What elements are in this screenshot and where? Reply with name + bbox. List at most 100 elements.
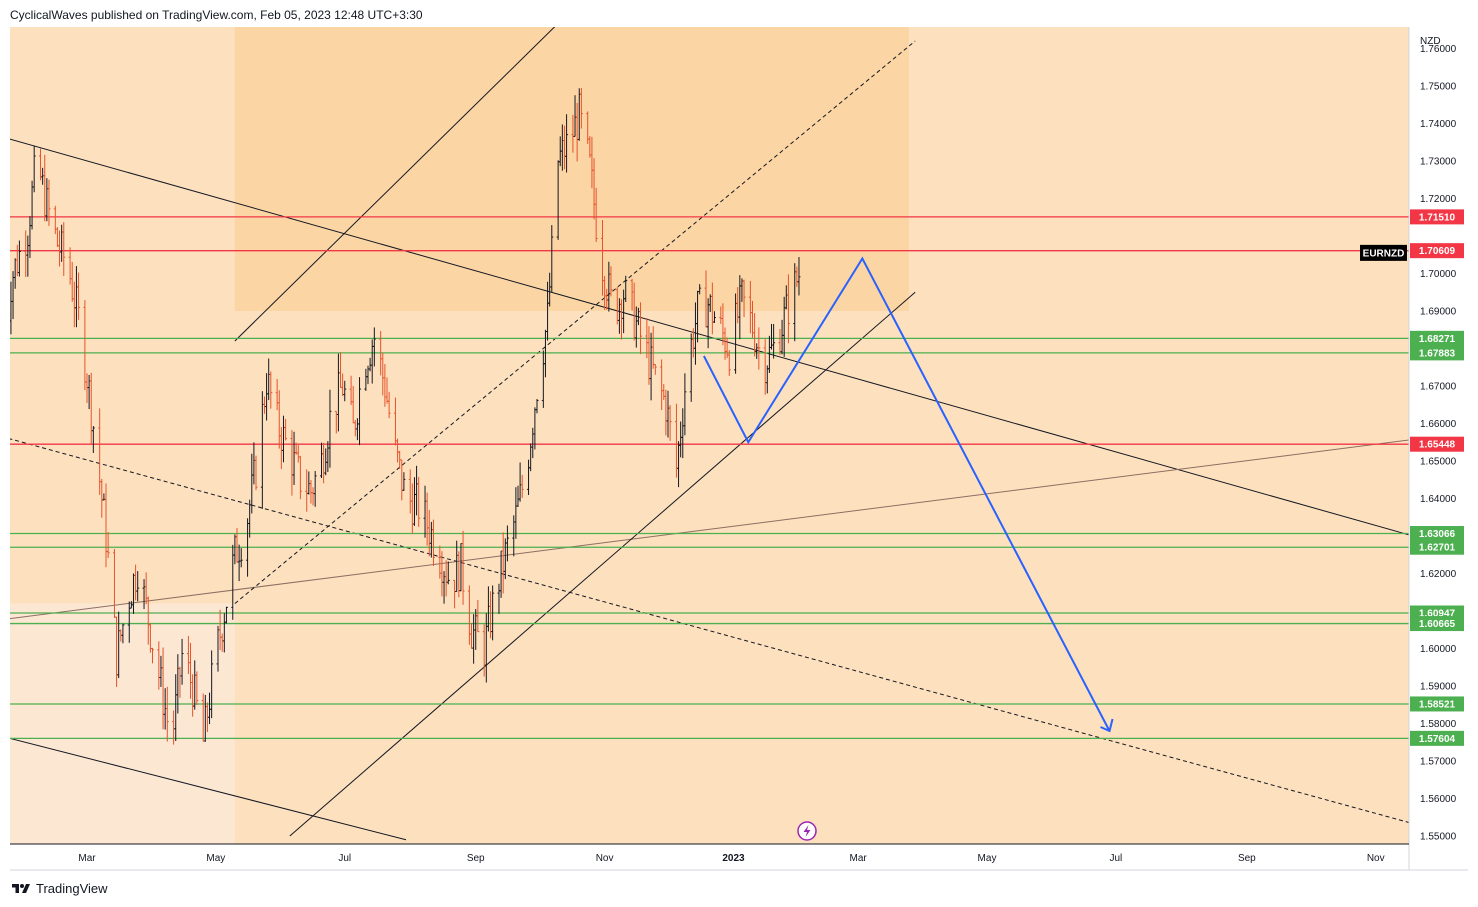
time-tick-label: Sep bbox=[467, 853, 485, 864]
ohlc-bar bbox=[431, 519, 435, 566]
ohlc-bar bbox=[712, 311, 716, 324]
price-tick-label: 1.60000 bbox=[1420, 644, 1457, 655]
ohlc-bar bbox=[17, 240, 21, 277]
icon-layer bbox=[797, 821, 817, 841]
price-tick-label: 1.73000 bbox=[1420, 157, 1457, 168]
symbol-badge bbox=[1360, 244, 1407, 261]
support-level-tag bbox=[1410, 526, 1464, 542]
ohlc-bar bbox=[91, 426, 95, 453]
price-tick-label: 1.67000 bbox=[1420, 382, 1457, 393]
support-level-label: 1.57604 bbox=[1419, 734, 1456, 745]
ohlc-bar bbox=[313, 471, 317, 507]
support-level-label: 1.60665 bbox=[1419, 619, 1456, 630]
zone-layer bbox=[10, 27, 1409, 844]
trend-line-channel-mid-dashed bbox=[234, 40, 916, 604]
resistance-level-label: 1.71510 bbox=[1419, 212, 1456, 223]
projection-path bbox=[703, 256, 1111, 732]
price-tick-label: 1.72000 bbox=[1420, 194, 1457, 205]
ohlc-bar bbox=[417, 476, 421, 527]
trend-line-channel-upper bbox=[234, 27, 556, 342]
ohlc-bar bbox=[254, 455, 258, 491]
ohlc-bar bbox=[505, 525, 509, 562]
ohlc-bar bbox=[106, 531, 110, 558]
ohlc-bar bbox=[150, 647, 154, 664]
ohlc-bar bbox=[358, 377, 362, 446]
support-level-label: 1.63066 bbox=[1419, 529, 1456, 540]
ohlc-bar bbox=[32, 145, 36, 193]
ohlc-bar bbox=[742, 279, 746, 318]
trend-line-lower-descending bbox=[10, 737, 407, 841]
resistance-level-tag bbox=[1410, 436, 1464, 452]
ohlc-bar bbox=[786, 274, 790, 344]
ohlc-bar bbox=[269, 371, 273, 409]
ohlc-bar bbox=[594, 187, 598, 243]
ohlc-bar bbox=[491, 585, 495, 641]
ohlc-bar bbox=[757, 327, 761, 370]
ohlc-bar bbox=[624, 275, 628, 302]
footer-branding[interactable]: TradingView bbox=[10, 881, 108, 896]
ohlc-bar bbox=[653, 363, 657, 375]
trend-line-rising-flat bbox=[10, 439, 1409, 620]
ohlc-bar bbox=[1, 306, 4, 322]
price-tick-label: 1.74000 bbox=[1420, 119, 1457, 130]
ohlc-bar bbox=[446, 561, 450, 585]
price-tick-label: 1.56000 bbox=[1420, 794, 1457, 805]
currency-label: NZD bbox=[1420, 36, 1441, 47]
time-tick-label: Jul bbox=[338, 853, 351, 864]
ohlc-bar bbox=[284, 418, 288, 441]
support-level-tag bbox=[1410, 330, 1464, 346]
price-tick-label: 1.65000 bbox=[1420, 457, 1457, 468]
time-tick-label: Nov bbox=[1367, 853, 1385, 864]
time-tick-label: Jul bbox=[1109, 853, 1122, 864]
resistance-level-tag bbox=[1410, 243, 1464, 259]
ohlc-bar bbox=[683, 373, 687, 436]
projection-layer bbox=[703, 256, 1114, 733]
time-tick-label: May bbox=[206, 853, 225, 864]
ohlc-bar bbox=[668, 405, 672, 441]
ohlc-bar bbox=[565, 114, 569, 173]
support-level-tag bbox=[1410, 696, 1464, 712]
ohlc-bar bbox=[210, 650, 214, 719]
trend-line-channel-lower bbox=[289, 291, 916, 837]
ohlc-bar bbox=[402, 472, 406, 491]
ohlc-bar bbox=[298, 455, 302, 500]
time-tick-label: Sep bbox=[1238, 853, 1256, 864]
ohlc-bar bbox=[387, 391, 391, 419]
trend-line-inner-descending-dashed bbox=[10, 438, 1409, 824]
price-tick-label: 1.58000 bbox=[1420, 719, 1457, 730]
ohlc-bar bbox=[62, 222, 66, 277]
support-level-label: 1.62701 bbox=[1419, 543, 1456, 554]
level-labels-layer: 1.71510 1.70609 1.65448 1.68271 1.67883 1.630… bbox=[1360, 209, 1464, 746]
lightning-icon bbox=[797, 821, 817, 841]
ohlc-bar bbox=[372, 327, 376, 367]
price-axis[interactable]: NZD 1.55000 1.56000 1.57000 1.58000 1.59000 1… bbox=[1420, 36, 1457, 843]
trend-lines-layer bbox=[10, 27, 1409, 841]
support-level-label: 1.58521 bbox=[1419, 699, 1456, 710]
support-level-tag bbox=[1410, 539, 1464, 555]
ohlc-bar bbox=[165, 686, 169, 742]
ohlc-bar bbox=[476, 599, 480, 633]
ohlc-bar bbox=[797, 257, 801, 296]
ohlc-bar bbox=[195, 671, 199, 706]
price-tick-label: 1.64000 bbox=[1420, 494, 1457, 505]
channel-zone bbox=[234, 27, 909, 311]
ohlc-bar bbox=[579, 87, 583, 129]
ohlc-bar bbox=[180, 638, 184, 685]
time-axis[interactable]: Mar May Jul Sep Nov 2023 Mar May Jul Sep Nov bbox=[78, 853, 1384, 864]
ohlc-bar bbox=[239, 548, 243, 568]
price-tick-label: 1.55000 bbox=[1420, 832, 1457, 843]
price-tick-label: 1.59000 bbox=[1420, 682, 1457, 693]
trend-line-outer-descending bbox=[10, 138, 1409, 536]
time-tick-label: 2023 bbox=[722, 853, 745, 864]
support-level-tag bbox=[1410, 730, 1464, 746]
price-tick-label: 1.69000 bbox=[1420, 307, 1457, 318]
ohlc-bar bbox=[328, 389, 332, 468]
support-level-label: 1.60947 bbox=[1419, 608, 1456, 619]
ohlc-bar bbox=[224, 606, 228, 624]
ohlc-bar bbox=[77, 272, 81, 320]
support-level-tag bbox=[1410, 345, 1464, 361]
resistance-level-tag bbox=[1410, 209, 1464, 225]
price-tick-label: 1.70000 bbox=[1420, 269, 1457, 280]
ohlc-bar bbox=[343, 380, 347, 402]
